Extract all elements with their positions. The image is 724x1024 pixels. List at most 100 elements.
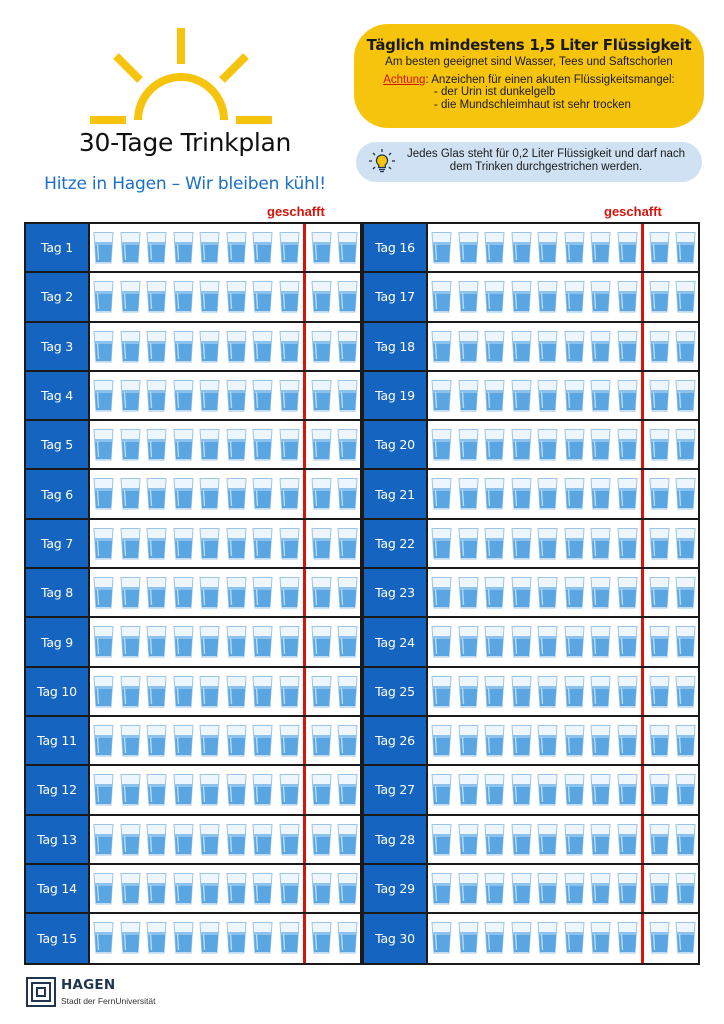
- water-glass-icon[interactable]: [119, 921, 142, 955]
- water-glass-icon[interactable]: [278, 231, 301, 265]
- water-glass-icon[interactable]: [92, 527, 115, 561]
- water-glass-icon[interactable]: [336, 231, 359, 265]
- water-glass-icon[interactable]: [310, 724, 333, 758]
- water-glass-icon[interactable]: [457, 823, 480, 857]
- water-glass-icon[interactable]: [674, 379, 697, 413]
- water-glass-icon[interactable]: [336, 675, 359, 709]
- water-glass-icon[interactable]: [616, 625, 639, 659]
- water-glass-icon[interactable]: [430, 527, 453, 561]
- water-glass-icon[interactable]: [589, 576, 612, 610]
- water-glass-icon[interactable]: [430, 231, 453, 265]
- water-glass-icon[interactable]: [510, 231, 533, 265]
- water-glass-icon[interactable]: [589, 477, 612, 511]
- water-glass-icon[interactable]: [674, 872, 697, 906]
- water-glass-icon[interactable]: [457, 280, 480, 314]
- water-glass-icon[interactable]: [145, 527, 168, 561]
- water-glass-icon[interactable]: [92, 625, 115, 659]
- water-glass-icon[interactable]: [92, 773, 115, 807]
- water-glass-icon[interactable]: [536, 330, 559, 364]
- water-glass-icon[interactable]: [278, 576, 301, 610]
- water-glass-icon[interactable]: [119, 872, 142, 906]
- water-glass-icon[interactable]: [278, 921, 301, 955]
- water-glass-icon[interactable]: [616, 576, 639, 610]
- water-glass-icon[interactable]: [336, 477, 359, 511]
- water-glass-icon[interactable]: [457, 724, 480, 758]
- water-glass-icon[interactable]: [336, 823, 359, 857]
- water-glass-icon[interactable]: [198, 379, 221, 413]
- water-glass-icon[interactable]: [536, 280, 559, 314]
- water-glass-icon[interactable]: [278, 527, 301, 561]
- water-glass-icon[interactable]: [336, 527, 359, 561]
- water-glass-icon[interactable]: [563, 576, 586, 610]
- water-glass-icon[interactable]: [563, 921, 586, 955]
- water-glass-icon[interactable]: [198, 625, 221, 659]
- water-glass-icon[interactable]: [536, 625, 559, 659]
- water-glass-icon[interactable]: [674, 823, 697, 857]
- water-glass-icon[interactable]: [225, 773, 248, 807]
- water-glass-icon[interactable]: [563, 773, 586, 807]
- water-glass-icon[interactable]: [616, 280, 639, 314]
- water-glass-icon[interactable]: [198, 675, 221, 709]
- water-glass-icon[interactable]: [251, 773, 274, 807]
- water-glass-icon[interactable]: [198, 724, 221, 758]
- water-glass-icon[interactable]: [648, 921, 671, 955]
- water-glass-icon[interactable]: [430, 625, 453, 659]
- water-glass-icon[interactable]: [430, 576, 453, 610]
- water-glass-icon[interactable]: [172, 576, 195, 610]
- water-glass-icon[interactable]: [483, 231, 506, 265]
- water-glass-icon[interactable]: [648, 625, 671, 659]
- water-glass-icon[interactable]: [119, 330, 142, 364]
- water-glass-icon[interactable]: [430, 477, 453, 511]
- water-glass-icon[interactable]: [251, 330, 274, 364]
- water-glass-icon[interactable]: [225, 921, 248, 955]
- water-glass-icon[interactable]: [457, 625, 480, 659]
- water-glass-icon[interactable]: [145, 823, 168, 857]
- water-glass-icon[interactable]: [674, 428, 697, 462]
- water-glass-icon[interactable]: [674, 527, 697, 561]
- water-glass-icon[interactable]: [225, 231, 248, 265]
- water-glass-icon[interactable]: [674, 625, 697, 659]
- water-glass-icon[interactable]: [251, 379, 274, 413]
- water-glass-icon[interactable]: [145, 428, 168, 462]
- water-glass-icon[interactable]: [510, 872, 533, 906]
- water-glass-icon[interactable]: [510, 675, 533, 709]
- water-glass-icon[interactable]: [674, 231, 697, 265]
- water-glass-icon[interactable]: [510, 477, 533, 511]
- water-glass-icon[interactable]: [119, 428, 142, 462]
- water-glass-icon[interactable]: [198, 773, 221, 807]
- water-glass-icon[interactable]: [172, 921, 195, 955]
- water-glass-icon[interactable]: [310, 872, 333, 906]
- water-glass-icon[interactable]: [589, 625, 612, 659]
- water-glass-icon[interactable]: [589, 527, 612, 561]
- water-glass-icon[interactable]: [310, 280, 333, 314]
- water-glass-icon[interactable]: [119, 379, 142, 413]
- water-glass-icon[interactable]: [648, 330, 671, 364]
- water-glass-icon[interactable]: [457, 773, 480, 807]
- water-glass-icon[interactable]: [172, 625, 195, 659]
- water-glass-icon[interactable]: [172, 675, 195, 709]
- water-glass-icon[interactable]: [336, 280, 359, 314]
- water-glass-icon[interactable]: [483, 823, 506, 857]
- water-glass-icon[interactable]: [119, 231, 142, 265]
- water-glass-icon[interactable]: [457, 527, 480, 561]
- water-glass-icon[interactable]: [198, 428, 221, 462]
- water-glass-icon[interactable]: [92, 724, 115, 758]
- water-glass-icon[interactable]: [336, 379, 359, 413]
- water-glass-icon[interactable]: [92, 477, 115, 511]
- water-glass-icon[interactable]: [145, 280, 168, 314]
- water-glass-icon[interactable]: [119, 773, 142, 807]
- water-glass-icon[interactable]: [510, 330, 533, 364]
- water-glass-icon[interactable]: [198, 921, 221, 955]
- water-glass-icon[interactable]: [336, 773, 359, 807]
- water-glass-icon[interactable]: [563, 428, 586, 462]
- water-glass-icon[interactable]: [310, 921, 333, 955]
- water-glass-icon[interactable]: [172, 379, 195, 413]
- water-glass-icon[interactable]: [225, 527, 248, 561]
- water-glass-icon[interactable]: [310, 823, 333, 857]
- water-glass-icon[interactable]: [457, 379, 480, 413]
- water-glass-icon[interactable]: [648, 576, 671, 610]
- water-glass-icon[interactable]: [589, 823, 612, 857]
- water-glass-icon[interactable]: [198, 872, 221, 906]
- water-glass-icon[interactable]: [674, 773, 697, 807]
- water-glass-icon[interactable]: [310, 428, 333, 462]
